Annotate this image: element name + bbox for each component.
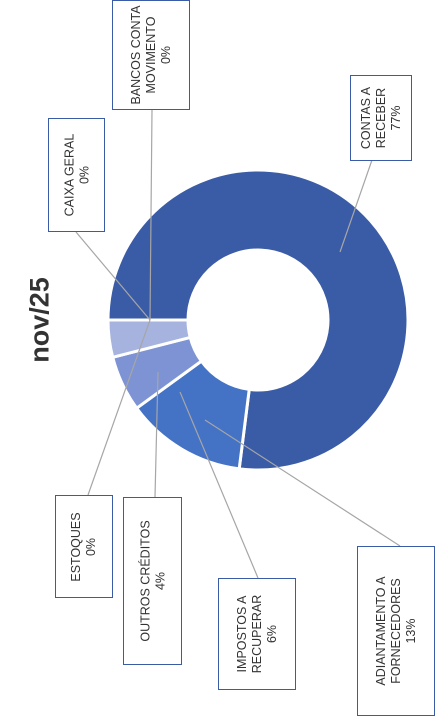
data-label: CAIXA GERAL 0% bbox=[48, 118, 105, 232]
category-label: BANCOS CONTA MOVIMENTO bbox=[128, 5, 158, 105]
donut-slice bbox=[106, 168, 410, 472]
leader-line bbox=[339, 159, 373, 253]
data-label: CONTAS A RECEBER 77% bbox=[350, 75, 412, 161]
value-label: 0% bbox=[158, 45, 173, 65]
value-label: 6% bbox=[264, 624, 279, 644]
data-label-text: CAIXA GERAL 0% bbox=[50, 122, 103, 228]
data-label: ESTOQUES 0% bbox=[55, 495, 113, 598]
leader-lines bbox=[75, 109, 401, 579]
category-label: IMPOSTOS A RECUPERAR bbox=[234, 594, 264, 674]
data-label-text: ADIANTAMENTO A FORNECEDORES 13% bbox=[359, 550, 433, 712]
leader-line bbox=[87, 319, 151, 496]
data-label-text: BANCOS CONTA MOVIMENTO 0% bbox=[114, 4, 188, 106]
data-label: OUTROS CRÉDITOS 4% bbox=[123, 497, 182, 665]
category-label: CAIXA GERAL bbox=[61, 133, 76, 217]
value-label: 4% bbox=[152, 571, 167, 591]
data-label-text: IMPOSTOS A RECUPERAR 6% bbox=[220, 582, 294, 686]
data-label: ADIANTAMENTO A FORNECEDORES 13% bbox=[357, 546, 435, 716]
leader-line bbox=[75, 231, 151, 321]
data-label-text: CONTAS A RECEBER 77% bbox=[352, 79, 410, 157]
value-label: 0% bbox=[84, 537, 98, 556]
donut bbox=[106, 168, 410, 472]
category-label: ESTOQUES bbox=[69, 511, 83, 582]
chart-title: nov/25 bbox=[24, 277, 55, 363]
data-label: IMPOSTOS A RECUPERAR 6% bbox=[218, 578, 296, 690]
data-label-text: OUTROS CRÉDITOS 4% bbox=[125, 501, 180, 661]
category-label: ADIANTAMENTO A FORNECEDORES bbox=[373, 576, 403, 686]
category-label: CONTAS A RECEBER bbox=[358, 86, 388, 150]
value-label: 0% bbox=[76, 165, 91, 185]
leader-line bbox=[204, 419, 401, 547]
data-label: BANCOS CONTA MOVIMENTO 0% bbox=[112, 0, 190, 110]
value-label: 77% bbox=[388, 105, 403, 131]
data-label-text: ESTOQUES 0% bbox=[57, 499, 111, 594]
category-label: OUTROS CRÉDITOS bbox=[137, 520, 152, 642]
leader-line bbox=[149, 109, 153, 321]
value-label: 13% bbox=[403, 618, 418, 644]
leader-line bbox=[179, 391, 259, 579]
leader-line bbox=[154, 371, 159, 498]
